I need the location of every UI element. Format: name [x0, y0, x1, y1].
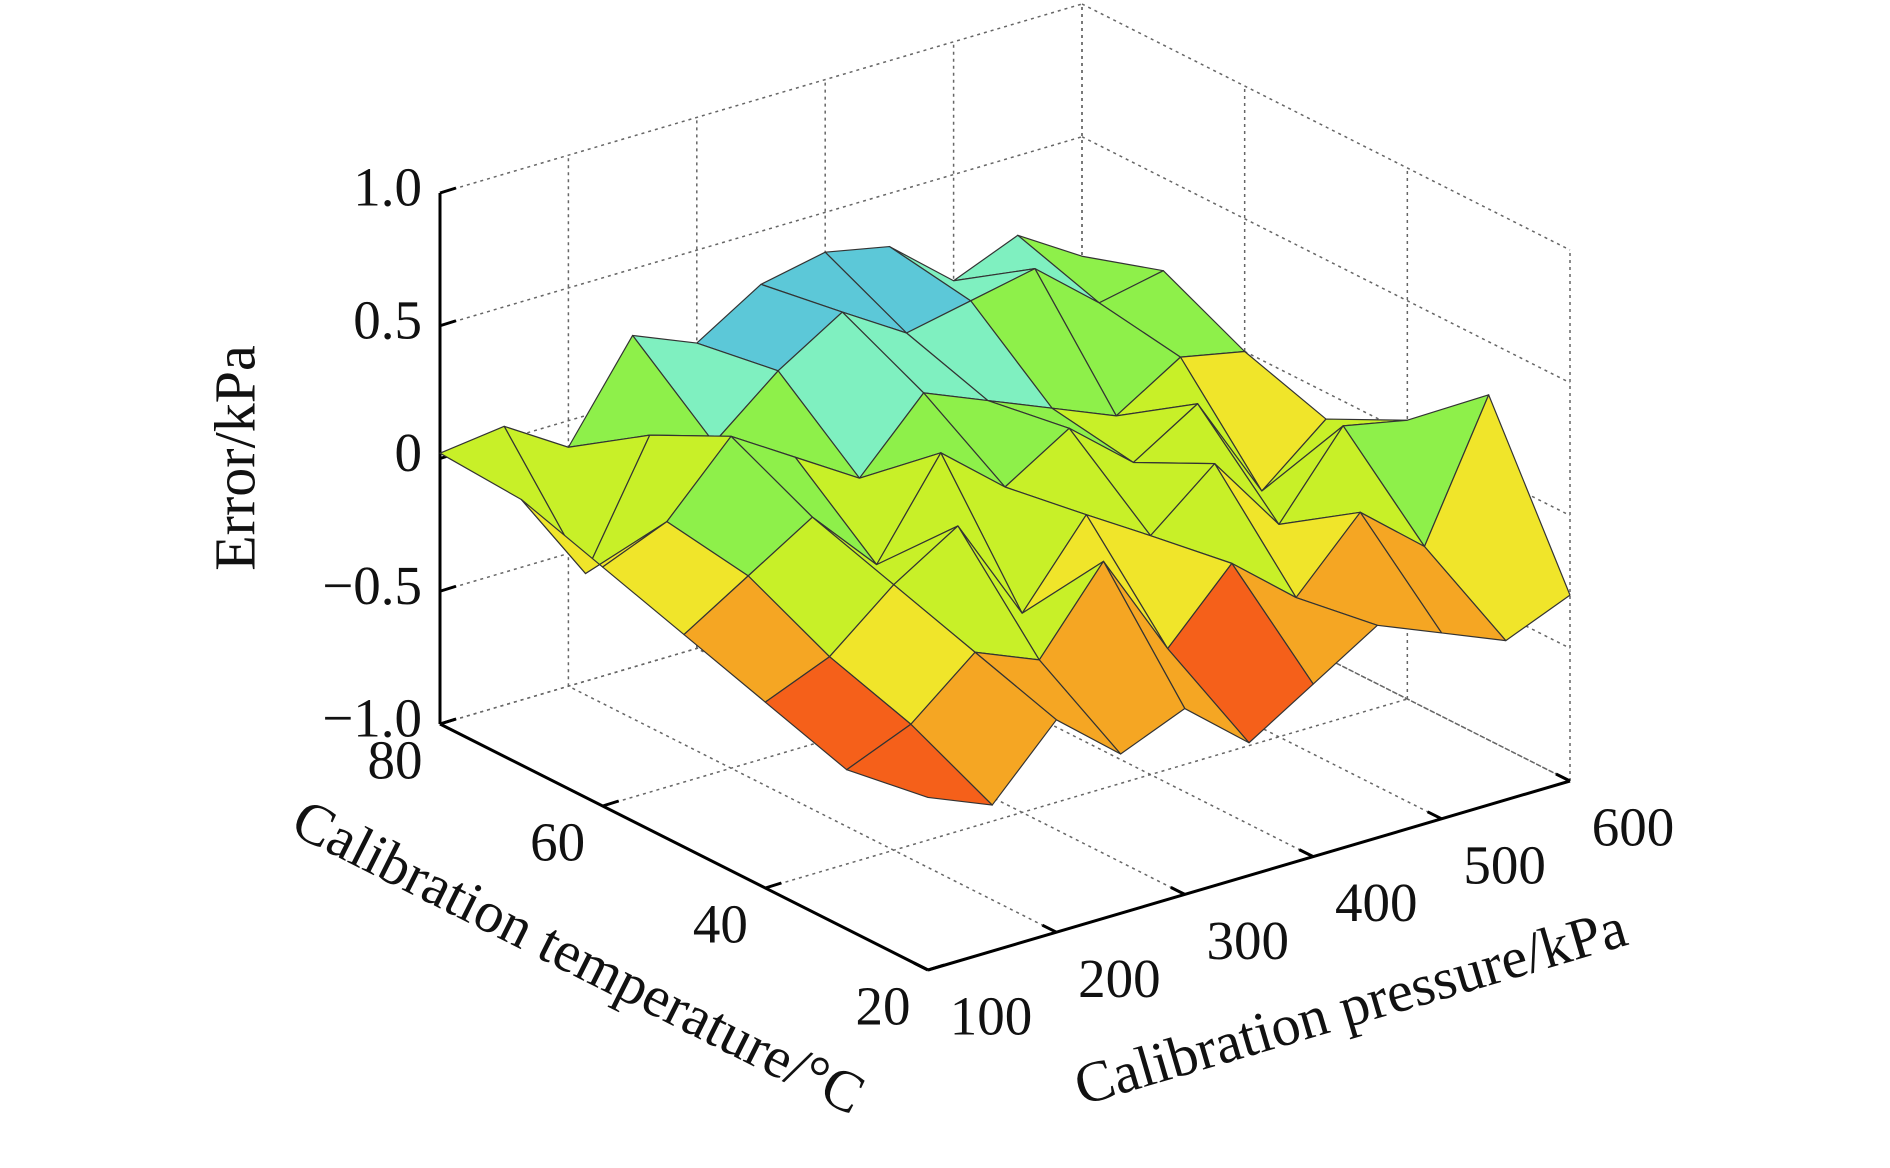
z-tick-label: 0.5 [353, 289, 422, 350]
x-axis [927, 779, 1571, 972]
z-tick [439, 584, 457, 593]
z-tick [439, 186, 457, 195]
x-tick-label: 400 [1335, 872, 1418, 933]
surface-face [846, 723, 993, 806]
z-tick [439, 319, 457, 328]
x-tick-label: 100 [950, 986, 1033, 1047]
x-tick-label: 500 [1463, 834, 1546, 895]
x-tick [913, 961, 929, 972]
z-tick-label: 0 [395, 422, 423, 483]
y-tick-label: 20 [856, 976, 911, 1037]
y-axis [439, 722, 929, 972]
z-axis-title: Error/kPa [202, 345, 267, 571]
y-tick [602, 799, 620, 808]
x-tick [1170, 886, 1186, 896]
z-tick-label: −0.5 [322, 555, 422, 616]
grid-line [568, 685, 1057, 933]
grid-line [1081, 3, 1571, 251]
grid-line [1081, 136, 1571, 384]
y-tick [439, 717, 457, 726]
y-tick [927, 963, 945, 972]
x-tick-label: 600 [1592, 797, 1675, 858]
x-tick [1426, 810, 1443, 821]
x-tick-label: 300 [1207, 910, 1290, 971]
y-tick-label: 40 [693, 894, 748, 955]
x-tick [1298, 848, 1314, 858]
z-tick-label: −1.0 [322, 688, 422, 749]
x-tick [1041, 923, 1058, 934]
x-tick-label: 200 [1078, 948, 1161, 1009]
y-tick-label: 60 [530, 812, 585, 873]
x-tick [1555, 772, 1571, 783]
z-tick-label: 1.0 [353, 157, 422, 218]
y-tick [764, 881, 782, 890]
y-tick-label: 80 [368, 730, 423, 791]
